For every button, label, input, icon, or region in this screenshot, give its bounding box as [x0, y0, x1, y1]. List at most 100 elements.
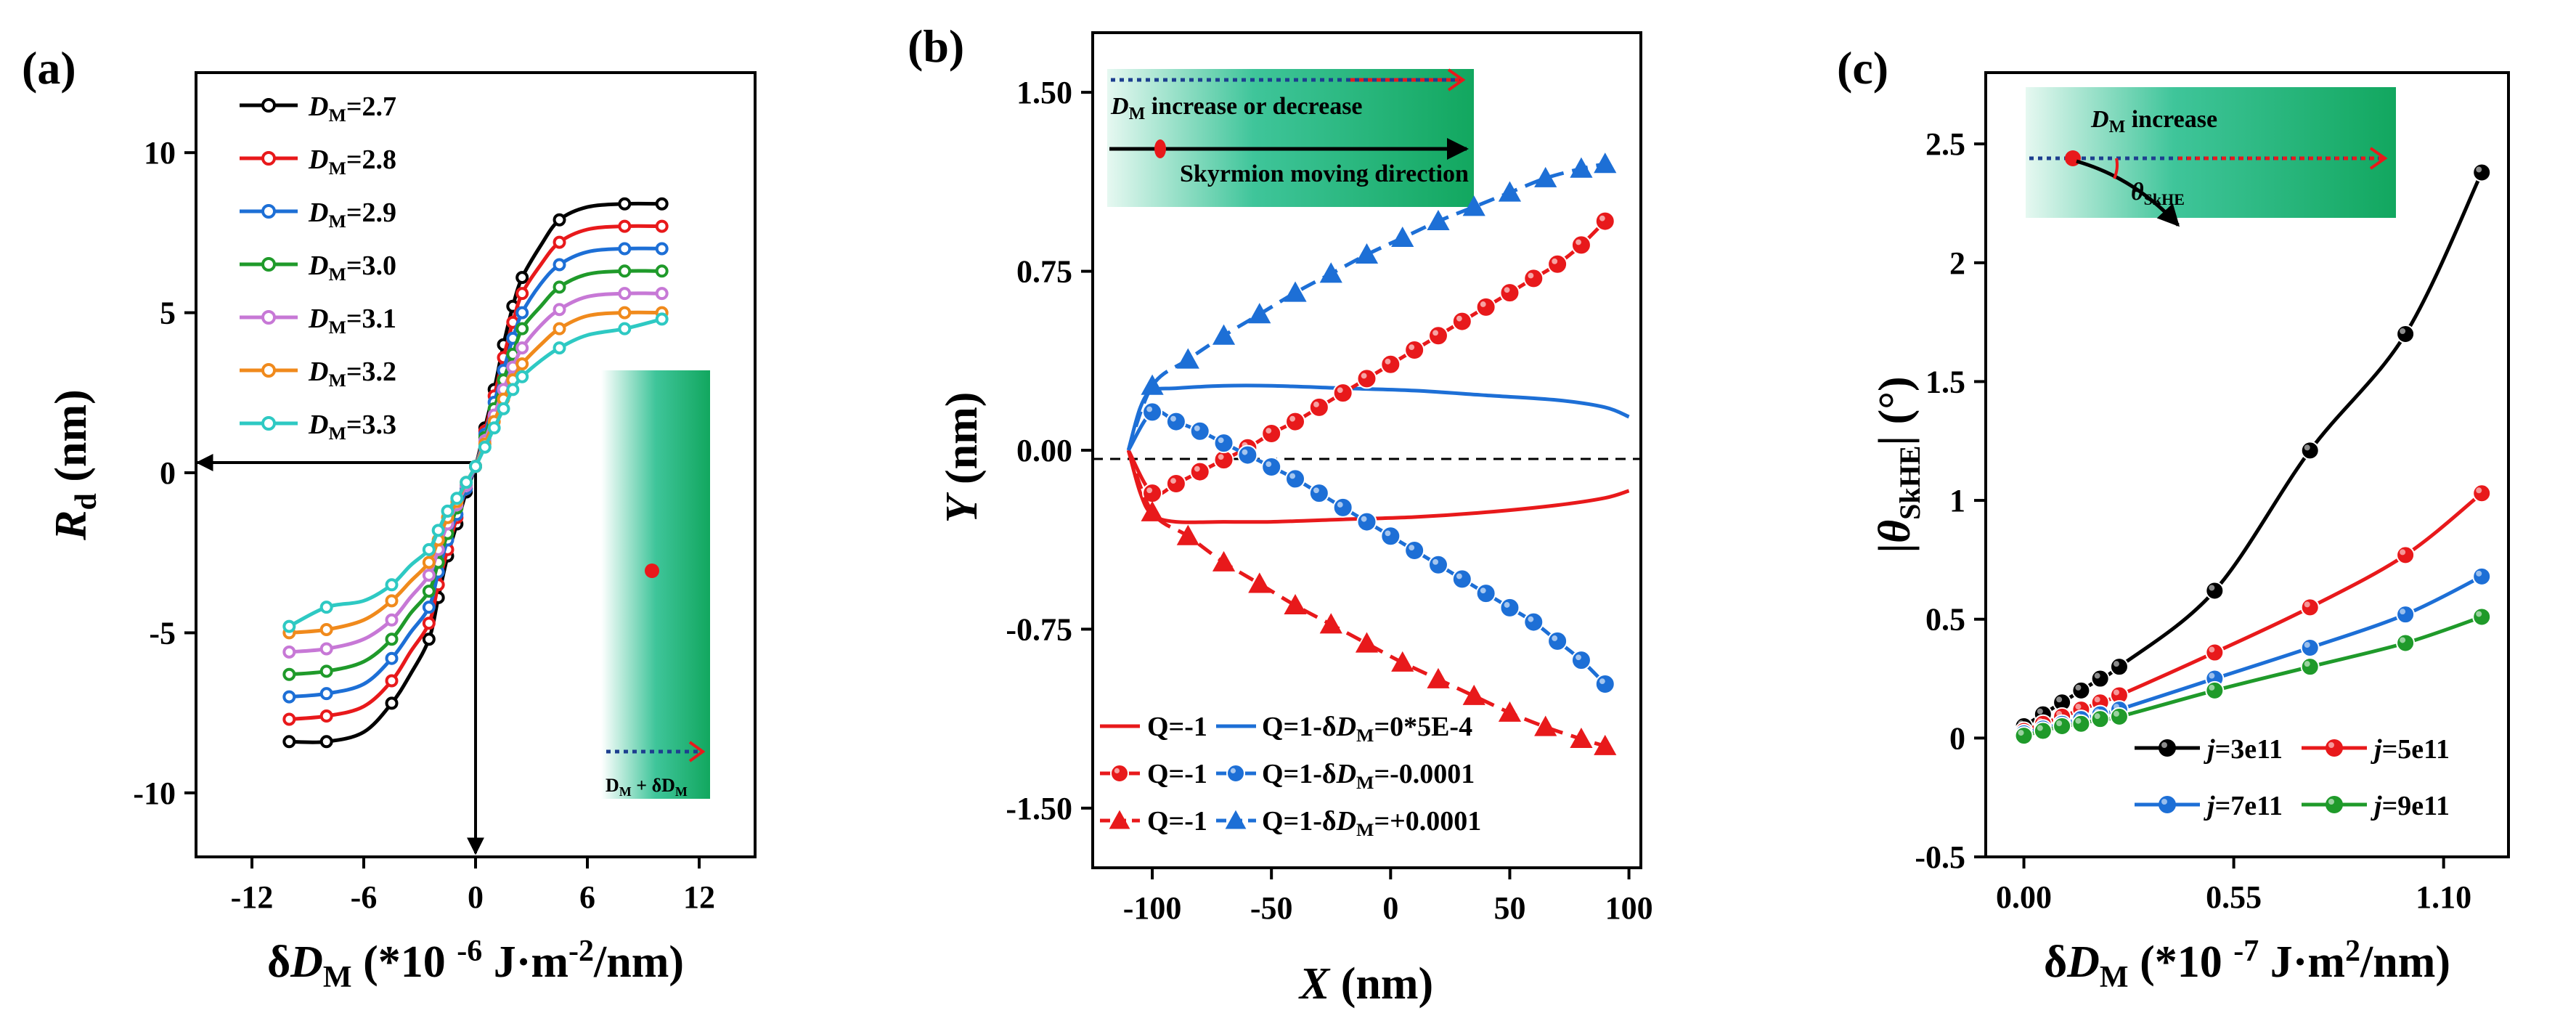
panel-a-legend-label: DM​=3.2 [308, 357, 396, 391]
panel-b-data-point [1319, 262, 1342, 283]
panel-b-legend-label-left: Q=-1 [1147, 759, 1207, 789]
panel-a-data-point [553, 235, 566, 249]
panel-a-data-point [422, 542, 436, 556]
panel-b-data-point [1462, 195, 1485, 216]
panel-b-data-point [1427, 667, 1450, 688]
panel-b-data-point [1212, 550, 1236, 571]
panel-b-legend: Q=-1 Q=1-δDM​=0*5E-4 Q=-1 Q=1-δDM​=-0.0001 Q… [1100, 712, 1481, 840]
panel-b-data-point [1212, 324, 1236, 345]
panel-c-data-point [2396, 633, 2416, 653]
panel-b-data-point-highlight [1528, 616, 1534, 622]
panel-a-y-tick-label: 5 [160, 296, 176, 331]
panel-c-data-point [2472, 163, 2492, 182]
panel-c-data-point [2205, 680, 2225, 700]
panel-b-data-point [1475, 583, 1496, 604]
panel-a-data-point [553, 258, 566, 272]
panel-a-data-point [618, 264, 632, 278]
panel-b-y-tick-label: -0.75 [1006, 611, 1072, 647]
panel-c-legend-marker [2326, 796, 2343, 813]
panel-a-data-point [655, 197, 669, 211]
panel-b-legend-marker-red [1110, 764, 1129, 783]
panel-b-data-point-highlight [1456, 315, 1462, 322]
panel-b-data-point-highlight [1337, 502, 1343, 508]
panel-c-data-point-highlight [2075, 704, 2082, 710]
panel-b-data-point [1355, 243, 1379, 264]
panel-b-data-point [1284, 593, 1307, 615]
panel-c-data-point [2090, 709, 2110, 729]
panel-b-data-point [1261, 457, 1282, 477]
panel-b-data-point [1356, 368, 1377, 389]
panel-a-data-point [422, 617, 436, 630]
panel-c-inset-label: DM increase [2090, 106, 2217, 137]
panel-b-data-point-highlight [1194, 465, 1200, 472]
panel-b-data-point [1165, 473, 1186, 494]
panel-b-data-point-highlight [1170, 478, 1176, 484]
panel-b-data-point-highlight [1432, 330, 1438, 336]
panel-c-data-point-highlight [2018, 730, 2024, 736]
panel-b-data-point [1213, 433, 1234, 454]
panel-b-chart: DM increase or decrease Skyrmion moving … [937, 31, 1653, 1009]
panel-a-data-point [469, 460, 482, 473]
panel-b-data-point [1547, 253, 1568, 274]
panel-c-data-point [2300, 638, 2320, 657]
panel-b-data-point [1570, 235, 1591, 256]
panel-a-legend-marker [261, 257, 276, 272]
panel-c-legend-marker [2159, 739, 2176, 757]
panel-a-data-point [422, 556, 436, 569]
panel-a-data-point [515, 271, 529, 285]
panel-b-data-point-highlight [1504, 287, 1510, 293]
panel-b-data-point [1475, 296, 1496, 317]
panel-b-data-point [1570, 727, 1593, 749]
panel-a-inset-arrowhead [688, 741, 706, 762]
panel-b-data-point [1355, 632, 1379, 653]
panel-b-data-point [1523, 611, 1544, 632]
panel-a-data-point [553, 213, 566, 227]
panel-a-data-point [319, 601, 333, 614]
panel-b-y-tick-label: 0.00 [1016, 433, 1072, 468]
panel-b-data-point [1380, 526, 1401, 547]
panel-label-c: (c) [1837, 42, 1888, 94]
panel-a-inset-skyrmion-dot [645, 564, 659, 578]
panel-b-data-point [1391, 226, 1414, 248]
panel-b-legend-marker-blue-highlight [1230, 768, 1236, 773]
panel-c-legend: j=3e11 j=5e11 j=7e11 j=9e11 [2135, 734, 2450, 821]
panel-b-data-point [1332, 497, 1353, 518]
panel-c-y-tick-label: 0 [1949, 720, 1965, 756]
panel-b-legend-label-left: Q=-1 [1147, 806, 1207, 837]
panel-c-data-point-highlight [2037, 708, 2043, 715]
panel-a-data-point [282, 735, 296, 749]
panel-c-data-point-highlight [2113, 689, 2119, 696]
panel-a-data-point [553, 280, 566, 294]
panel-a-data-point [515, 322, 529, 335]
panel-b-data-point [1285, 468, 1306, 489]
panel-c-x-tick-label: 0.00 [1996, 879, 2052, 915]
panel-c-data-point [2090, 669, 2110, 688]
panel-b-data-point-highlight [1552, 635, 1558, 641]
panel-c-data-point-highlight [2075, 684, 2082, 691]
panel-c-data-point-highlight [2304, 661, 2310, 667]
panel-c-data-point-highlight [2400, 637, 2406, 643]
panel-b-legend-marker-red-highlight [1114, 768, 1120, 773]
panel-b-data-point [1534, 715, 1557, 736]
panel-c-legend-marker-highlight [2161, 742, 2167, 748]
panel-a-x-tick-label: 6 [579, 879, 595, 915]
panel-b-data-point-highlight [1337, 387, 1343, 394]
panel-a-legend-marker [261, 310, 276, 325]
panel-b-data-point-highlight [1361, 373, 1367, 379]
panel-b-data-point [1356, 511, 1377, 532]
panel-c-plot-frame [1984, 71, 2510, 858]
panel-b-data-point [1248, 303, 1271, 324]
panel-c-data-point-highlight [2094, 713, 2100, 720]
panel-b-inset-label-2: Skyrmion moving direction [1180, 160, 1469, 187]
panel-c-y-tick-label: 2.5 [1925, 126, 1965, 162]
panel-a-data-point [460, 476, 473, 489]
panel-c-inset-gradient [2026, 87, 2396, 218]
panel-c-data-point-highlight [2094, 672, 2100, 679]
panel-c-data-point [2053, 717, 2072, 736]
panel-a-data-point [385, 578, 399, 592]
panel-c-data-point-highlight [2209, 646, 2215, 653]
panel-c-data-point-highlight [2037, 725, 2043, 731]
panel-c-x-tick-label: 1.10 [2416, 879, 2471, 915]
panel-label-b: (b) [908, 20, 964, 72]
panel-c-data-point [2300, 441, 2320, 460]
